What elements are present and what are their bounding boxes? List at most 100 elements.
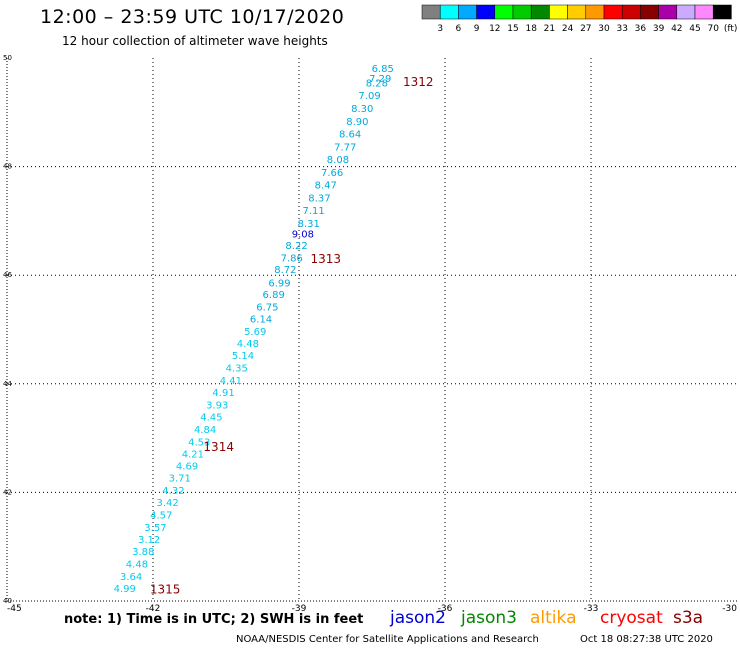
swh-point-label: 4.99 — [114, 584, 136, 595]
legend-swatch — [530, 4, 550, 20]
swh-point-label: 3.71 — [169, 474, 191, 485]
swh-point-label: 4.48 — [237, 339, 259, 350]
swh-point-label: 7.66 — [321, 168, 343, 179]
swh-point-label: 5.14 — [232, 351, 254, 362]
swh-point-label: 3.12 — [138, 535, 160, 546]
swh-point-label: 8.37 — [308, 194, 330, 205]
mission-jason3: jason3 — [461, 608, 517, 628]
timestamp-text: Oct 18 08:27:38 UTC 2020 — [580, 634, 713, 645]
chart-title: 12:00 – 23:59 UTC 10/17/2020 — [40, 6, 345, 28]
y-tick-label: 50 — [3, 54, 12, 62]
swh-point-label: 8.08 — [327, 155, 349, 166]
legend-swatch — [549, 4, 568, 20]
legend-label: 27 — [580, 24, 591, 34]
legend-swatch — [676, 4, 696, 20]
swh-point-label: 4.41 — [220, 376, 242, 387]
swh-point-label: 4.69 — [176, 461, 198, 472]
swh-point-label: 3.57 — [144, 523, 166, 534]
legend-label: 15 — [507, 24, 518, 34]
legend-swatch — [621, 4, 641, 20]
legend-swatch — [585, 4, 605, 20]
legend-label: 42 — [671, 24, 682, 34]
swh-point-label: 7.77 — [334, 143, 356, 154]
swh-point-label: 4.32 — [162, 486, 184, 497]
x-tick-label: -42 — [146, 604, 161, 614]
legend-label: 9 — [474, 24, 480, 34]
legend-swatch — [603, 4, 623, 20]
swh-point-label: 8.64 — [339, 129, 361, 140]
legend-label: 3 — [437, 24, 443, 34]
legend-label: 45 — [689, 24, 700, 34]
pass-number-label: 1313 — [310, 252, 341, 266]
swh-point-label: 7.09 — [358, 91, 380, 102]
legend-swatch — [439, 4, 459, 20]
legend-swatch — [458, 4, 477, 20]
legend-swatch — [712, 4, 732, 20]
legend-label: 36 — [635, 24, 647, 34]
swh-point-label: 8.72 — [274, 265, 296, 276]
legend-swatch — [421, 4, 441, 20]
pass-labels: 1312 1313 1314 1315 — [150, 75, 434, 597]
swh-point-label: 4.84 — [194, 425, 216, 436]
swh-point-label: 4.21 — [182, 449, 204, 460]
swh-point-label: 4.91 — [212, 388, 234, 399]
legend-label: 6 — [456, 24, 462, 34]
mission-cryosat: cryosat — [600, 608, 663, 628]
axes: -45 -42 -39 -36 -33 -30 40 42 44 46 48 50 — [3, 54, 737, 614]
legend-unit: (ft) — [724, 24, 738, 34]
y-tick-label: 42 — [3, 488, 12, 496]
x-tick-label: -39 — [292, 604, 307, 614]
swh-point-label: 3.88 — [132, 547, 154, 558]
swh-point-label: 8.90 — [346, 117, 368, 128]
swh-point-label: 9.08 — [292, 229, 314, 240]
swh-point-label: 7.11 — [302, 206, 324, 217]
y-tick-label: 48 — [3, 163, 12, 171]
x-tick-label: -33 — [584, 604, 599, 614]
color-legend: 3 6 9 12 15 18 21 24 27 30 33 36 39 42 45 70 (ft) — [421, 4, 738, 34]
mission-jason2: jason2 — [390, 608, 446, 628]
swh-point-label: 7.86 — [281, 253, 303, 264]
mission-s3a: s3a — [673, 608, 704, 628]
swh-point-label: 4.48 — [126, 560, 148, 571]
chart-subtitle: 12 hour collection of altimeter wave hei… — [62, 34, 328, 48]
legend-label: 70 — [707, 24, 719, 34]
legend-swatch — [494, 4, 514, 20]
pass-number-label: 1312 — [403, 75, 434, 89]
legend-swatch — [694, 4, 714, 20]
legend-swatch — [567, 4, 587, 20]
x-tick-label: -36 — [438, 604, 453, 614]
swh-point-label: 8.31 — [298, 219, 320, 230]
legend-swatch — [658, 4, 678, 20]
legend-swatch — [512, 4, 532, 20]
swh-point-label: 4.45 — [200, 412, 222, 423]
data-points: 6.857.298.28 7.09 8.30 8.908.64 7.778.08 7.66… — [114, 64, 394, 595]
swh-point-label: 6.14 — [250, 315, 272, 326]
legend-label: 39 — [653, 24, 665, 34]
pass-number-label: 1314 — [203, 440, 234, 454]
swh-point-label: 3.42 — [156, 498, 178, 509]
swh-point-label: 6.75 — [256, 303, 278, 314]
y-tick-label: 46 — [3, 271, 12, 279]
swh-point-label: 8.22 — [285, 241, 307, 252]
swh-point-label: 6.89 — [263, 290, 285, 301]
mission-altika: altika — [530, 608, 577, 628]
y-tick-label: 40 — [3, 597, 12, 605]
pass-number-label: 1315 — [150, 583, 181, 597]
legend-label: 24 — [562, 24, 574, 34]
swh-point-label: 6.85 — [372, 64, 394, 75]
swh-point-label: 7.29 — [369, 74, 391, 85]
legend-label: 18 — [525, 24, 537, 34]
swh-point-label: 8.28 — [366, 78, 388, 89]
legend-swatch — [476, 4, 496, 20]
grid — [7, 58, 737, 601]
x-tick-label: -45 — [7, 604, 22, 614]
swh-point-label: 4.53 — [188, 437, 210, 448]
swh-point-label: 5.69 — [244, 327, 266, 338]
swh-point-label: 8.47 — [315, 181, 337, 192]
x-tick-label: -30 — [722, 604, 737, 614]
footer-note: note: 1) Time is in UTC; 2) SWH is in fe… — [64, 612, 364, 627]
y-tick-label: 44 — [3, 380, 12, 388]
legend-label: 12 — [489, 24, 500, 34]
